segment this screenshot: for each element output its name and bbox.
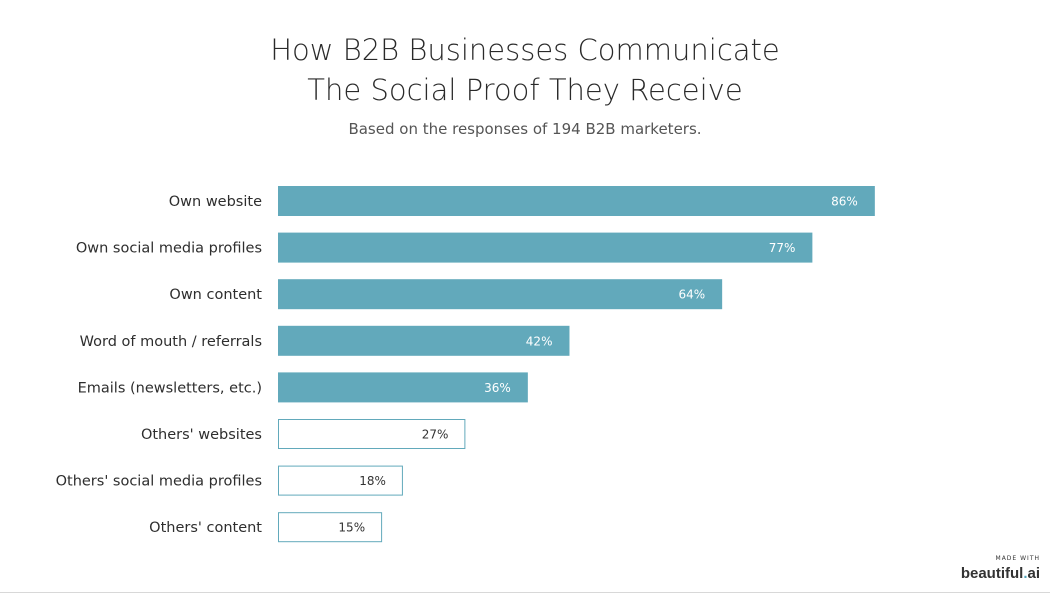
bar bbox=[278, 186, 875, 216]
bar-row: Own social media profiles 77% bbox=[76, 232, 813, 263]
bar bbox=[278, 232, 813, 263]
chart-title-line-2: The Social Proof They Receive bbox=[307, 73, 743, 107]
bar-row: Others' websites 27% bbox=[141, 419, 466, 449]
category-label: Others' social media profiles bbox=[56, 474, 262, 490]
bar-row: Own content 64% bbox=[169, 279, 723, 310]
bar-row: Others' content 15% bbox=[149, 512, 383, 543]
category-label: Own social media profiles bbox=[76, 241, 262, 257]
value-label: 15% bbox=[338, 521, 365, 535]
category-label: Others' websites bbox=[141, 427, 262, 443]
made-with-badge: MADE WITH beautiful.ai bbox=[961, 555, 1040, 582]
value-label: 86% bbox=[831, 195, 858, 209]
bar-row: Own website 86% bbox=[169, 186, 875, 216]
category-label: Others' content bbox=[149, 520, 262, 536]
chart-title: How B2B Businesses Communicate The Socia… bbox=[0, 30, 1050, 110]
value-label: 18% bbox=[359, 474, 386, 488]
value-label: 27% bbox=[422, 428, 449, 442]
category-label: Emails (newsletters, etc.) bbox=[78, 380, 262, 396]
bar-row: Emails (newsletters, etc.) 36% bbox=[78, 372, 528, 403]
category-label: Own content bbox=[169, 287, 262, 303]
bar bbox=[278, 512, 383, 543]
bar bbox=[278, 465, 403, 496]
chart-title-line-1: How B2B Businesses Communicate bbox=[270, 33, 780, 67]
badge-brand-suffix: ai bbox=[1027, 565, 1040, 582]
value-label: 36% bbox=[484, 381, 511, 395]
bar-row: Word of mouth / referrals 42% bbox=[80, 325, 570, 356]
category-label: Word of mouth / referrals bbox=[80, 334, 262, 350]
category-label: Own website bbox=[169, 194, 262, 210]
chart-subtitle: Based on the responses of 194 B2B market… bbox=[348, 120, 702, 138]
bar bbox=[278, 419, 466, 449]
value-label: 64% bbox=[678, 288, 705, 302]
badge-brand-name: beautiful bbox=[960, 565, 1024, 582]
bar bbox=[278, 279, 723, 310]
bar bbox=[278, 325, 570, 356]
badge-made-with-text: MADE WITH bbox=[995, 555, 1040, 562]
badge-brand-logo: beautiful.ai bbox=[961, 565, 1040, 582]
badge-brand-dot: . bbox=[1023, 565, 1028, 582]
value-label: 42% bbox=[526, 334, 553, 348]
value-label: 77% bbox=[769, 241, 796, 255]
bar-row: Others' social media profiles 18% bbox=[56, 465, 403, 496]
bar bbox=[278, 372, 528, 403]
